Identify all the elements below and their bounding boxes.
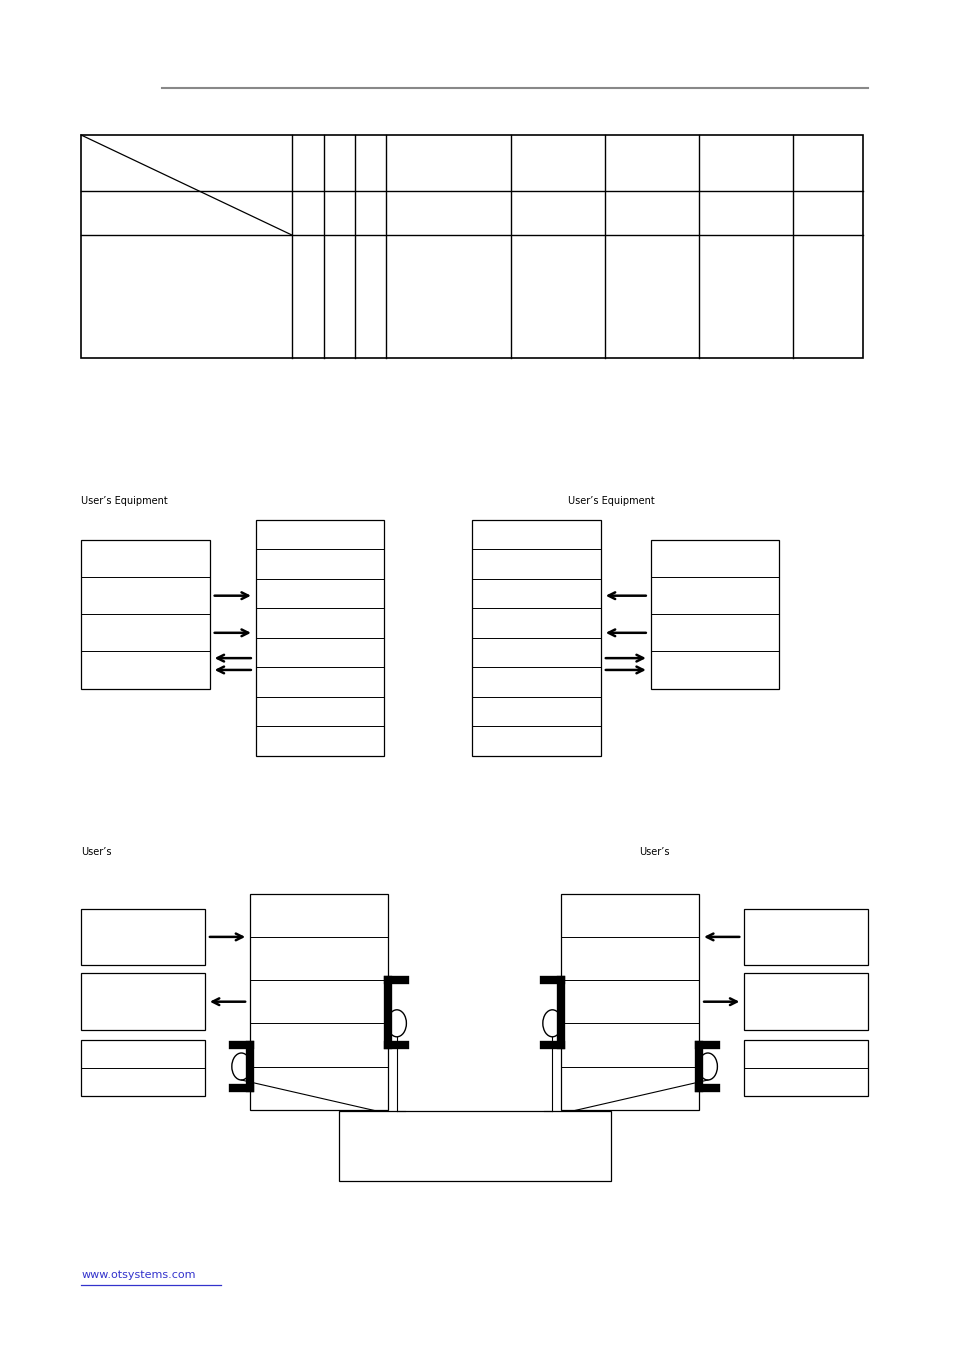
Bar <box>338 1111 610 1181</box>
Bar <box>81 135 862 358</box>
Bar <box>81 973 205 1030</box>
Bar <box>743 973 867 1030</box>
Bar <box>255 520 384 756</box>
Bar <box>743 1040 867 1096</box>
Bar <box>81 540 210 688</box>
Bar <box>743 909 867 965</box>
Text: User’s Equipment: User’s Equipment <box>81 497 168 506</box>
Text: User’s: User’s <box>81 848 112 857</box>
Text: User’s Equipment: User’s Equipment <box>567 497 654 506</box>
Text: User’s: User’s <box>639 848 669 857</box>
Bar <box>472 520 600 756</box>
Bar <box>250 894 388 1110</box>
Bar <box>81 1040 205 1096</box>
Text: www.otsystems.com: www.otsystems.com <box>81 1270 195 1280</box>
Bar <box>560 894 699 1110</box>
Bar <box>650 540 779 688</box>
Bar <box>81 909 205 965</box>
